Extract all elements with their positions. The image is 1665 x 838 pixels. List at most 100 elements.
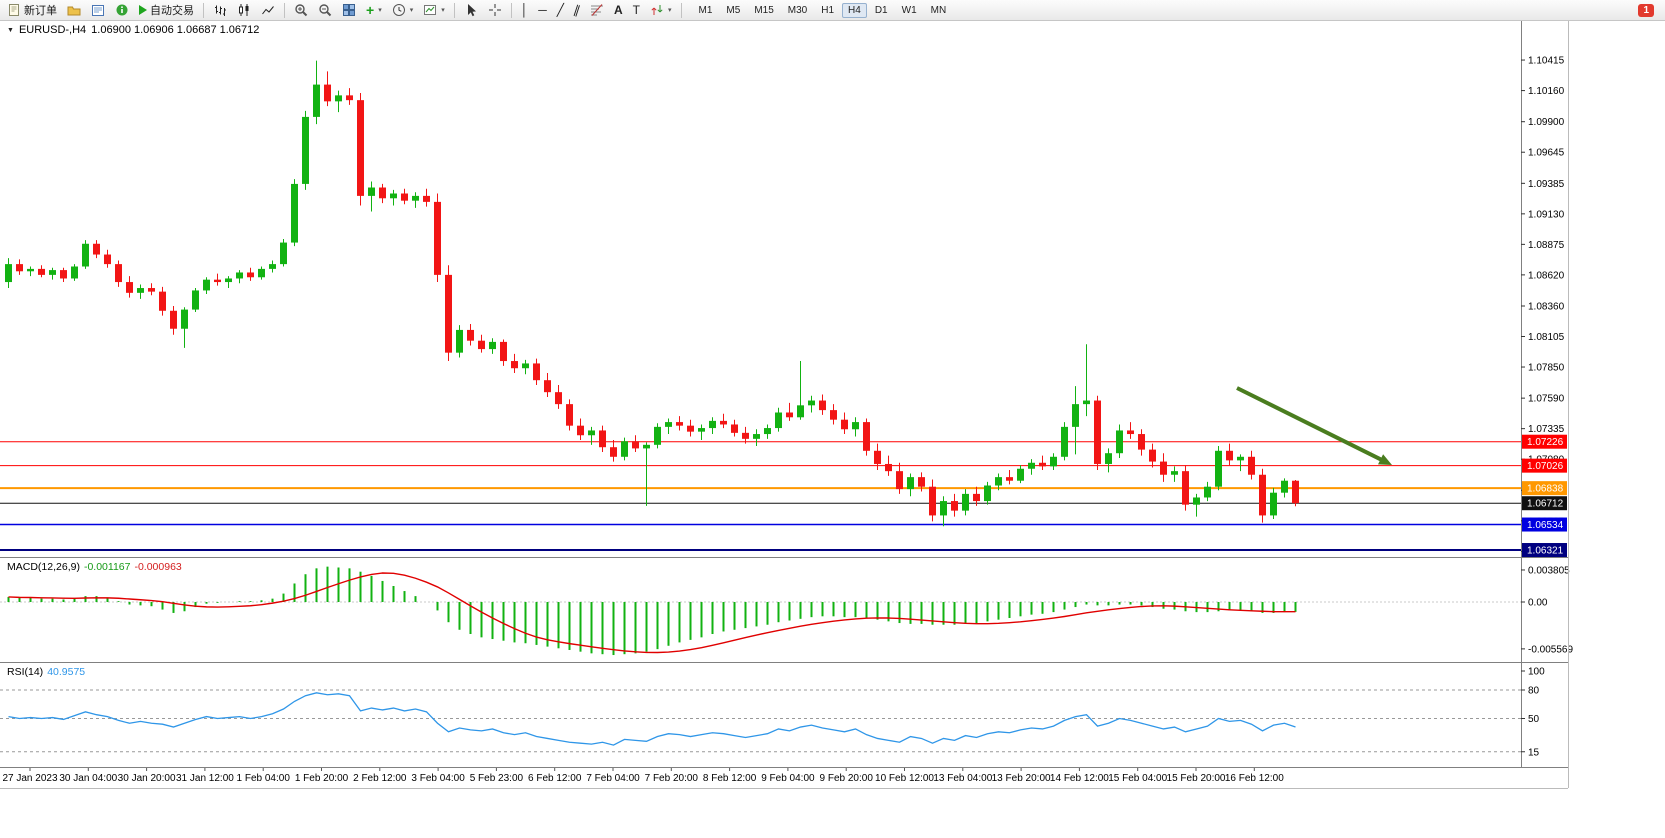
timeframe-toolbar: M1 M5 M15 M30 H1 H4 D1 W1 MN <box>692 2 954 18</box>
dropdown-arrow-icon: ▾ <box>441 7 445 14</box>
svg-text:50: 50 <box>1528 714 1540 725</box>
svg-text:1.07850: 1.07850 <box>1528 363 1565 374</box>
svg-text:1.06534: 1.06534 <box>1527 520 1564 531</box>
profiles-button[interactable] <box>63 1 85 20</box>
data-window-button[interactable] <box>111 1 133 20</box>
svg-text:0.003805: 0.003805 <box>1528 565 1570 576</box>
channel-icon: ∥ <box>571 2 583 18</box>
time-axis[interactable] <box>0 767 1521 788</box>
svg-text:1.08875: 1.08875 <box>1528 240 1565 251</box>
rsi-indicator-label: RSI(14) 40.9575 <box>7 666 85 678</box>
autotrading-play-icon <box>139 5 147 15</box>
svg-text:31 Jan 12:00: 31 Jan 12:00 <box>176 773 234 784</box>
timeframe-button-h4[interactable]: H4 <box>842 2 867 18</box>
new-order-label: 新订单 <box>24 5 57 17</box>
arrows-tool-button[interactable]: ▾ <box>646 1 676 20</box>
market-watch-button[interactable] <box>87 1 109 20</box>
trendline-icon: ╱ <box>556 3 564 17</box>
horizontal-line-button[interactable]: ─ <box>534 1 551 20</box>
svg-text:30 Jan 20:00: 30 Jan 20:00 <box>118 773 176 784</box>
zoom-in-button[interactable] <box>290 1 312 20</box>
chart-menu-icon[interactable]: ▼ <box>7 26 14 34</box>
vertical-line-button[interactable]: │ <box>517 1 533 20</box>
svg-text:1.08105: 1.08105 <box>1528 332 1565 343</box>
svg-text:1 Feb 04:00: 1 Feb 04:00 <box>237 773 291 784</box>
crosshair-button[interactable] <box>484 1 506 20</box>
svg-text:1.06321: 1.06321 <box>1527 546 1564 557</box>
timeframe-button-d1[interactable]: D1 <box>874 4 888 16</box>
dropdown-arrow-icon: ▾ <box>378 7 382 14</box>
svg-text:1.07226: 1.07226 <box>1527 437 1564 448</box>
trendline-button[interactable]: ╱ <box>553 1 568 20</box>
notification-badge[interactable]: 1 <box>1638 3 1654 17</box>
svg-text:1 Feb 20:00: 1 Feb 20:00 <box>295 773 349 784</box>
svg-text:7 Feb 04:00: 7 Feb 04:00 <box>586 773 640 784</box>
macd-signal-value: -0.000963 <box>134 561 182 573</box>
svg-text:13 Feb 20:00: 13 Feb 20:00 <box>992 773 1051 784</box>
chart-title: ▼ EURUSD-,H4 1.06900 1.06906 1.06687 1.0… <box>7 24 259 36</box>
svg-text:13 Feb 04:00: 13 Feb 04:00 <box>933 773 992 784</box>
label-tool-button[interactable]: T <box>629 1 644 20</box>
timeframe-button-m5[interactable]: M5 <box>726 4 741 16</box>
svg-text:30 Jan 04:00: 30 Jan 04:00 <box>59 773 117 784</box>
svg-text:80: 80 <box>1528 686 1540 697</box>
svg-text:0.00: 0.00 <box>1528 598 1548 609</box>
candlestick-chart-button[interactable] <box>233 1 255 20</box>
ohlc-values: 1.06900 1.06906 1.06687 1.06712 <box>91 24 260 36</box>
svg-text:1.09900: 1.09900 <box>1528 117 1565 128</box>
svg-text:-0.005569: -0.005569 <box>1528 644 1573 655</box>
channel-button[interactable]: ∥ <box>570 1 584 20</box>
svg-text:100: 100 <box>1528 667 1545 678</box>
vertical-line-icon: │ <box>520 3 529 17</box>
tile-windows-button[interactable] <box>338 1 360 20</box>
svg-text:7 Feb 20:00: 7 Feb 20:00 <box>645 773 699 784</box>
svg-text:2 Feb 12:00: 2 Feb 12:00 <box>353 773 407 784</box>
text-tool-icon: A <box>613 3 623 17</box>
svg-text:14 Feb 12:00: 14 Feb 12:00 <box>1050 773 1109 784</box>
macd-main-value: -0.001167 <box>83 561 131 573</box>
svg-text:9 Feb 04:00: 9 Feb 04:00 <box>761 773 815 784</box>
fibonacci-button[interactable] <box>586 1 608 20</box>
svg-text:9 Feb 20:00: 9 Feb 20:00 <box>820 773 874 784</box>
clock-icon <box>392 4 405 16</box>
indicators-button[interactable]: + ▾ <box>362 1 386 20</box>
toolbar-separator <box>453 2 455 18</box>
templates-button[interactable]: ▾ <box>419 1 449 20</box>
svg-text:1.09130: 1.09130 <box>1528 209 1565 220</box>
svg-text:15: 15 <box>1528 747 1540 758</box>
cursor-icon <box>467 4 476 17</box>
timeframe-button-m15[interactable]: M15 <box>754 4 774 16</box>
zoom-out-button[interactable] <box>314 1 336 20</box>
svg-text:10 Feb 12:00: 10 Feb 12:00 <box>875 773 934 784</box>
svg-text:1.08620: 1.08620 <box>1528 270 1565 281</box>
timeframe-button-w1[interactable]: W1 <box>901 4 917 16</box>
template-chart-icon <box>424 5 437 15</box>
svg-text:6 Feb 12:00: 6 Feb 12:00 <box>528 773 582 784</box>
autotrading-label: 自动交易 <box>150 5 194 17</box>
text-tool-button[interactable]: A <box>610 1 627 20</box>
price-axis[interactable] <box>1521 21 1568 767</box>
timeframe-button-mn[interactable]: MN <box>930 4 947 16</box>
tile-windows-icon <box>343 4 355 16</box>
svg-text:1.07026: 1.07026 <box>1527 461 1564 472</box>
crosshair-icon <box>488 4 501 16</box>
new-order-button[interactable]: 新订单 <box>4 1 61 20</box>
svg-text:1.08360: 1.08360 <box>1528 301 1565 312</box>
bar-chart-button[interactable] <box>209 1 231 20</box>
rsi-name: RSI(14) <box>7 666 44 678</box>
timeframe-button-h1[interactable]: H1 <box>821 4 835 16</box>
periods-button[interactable]: ▾ <box>388 1 418 20</box>
svg-text:1.09645: 1.09645 <box>1528 148 1565 159</box>
line-chart-button[interactable] <box>257 1 279 20</box>
zoom-out-icon <box>319 4 332 17</box>
arrows-icon <box>651 5 663 15</box>
svg-text:5 Feb 23:00: 5 Feb 23:00 <box>470 773 524 784</box>
folder-icon <box>67 6 81 15</box>
timeframe-button-m30[interactable]: M30 <box>787 4 808 16</box>
timeframe-button-m1[interactable]: M1 <box>698 4 713 16</box>
autotrading-button[interactable]: 自动交易 <box>135 1 198 20</box>
cursor-button[interactable] <box>460 1 482 20</box>
macd-name: MACD(12,26,9) <box>7 561 80 573</box>
toolbar-separator <box>510 2 512 18</box>
